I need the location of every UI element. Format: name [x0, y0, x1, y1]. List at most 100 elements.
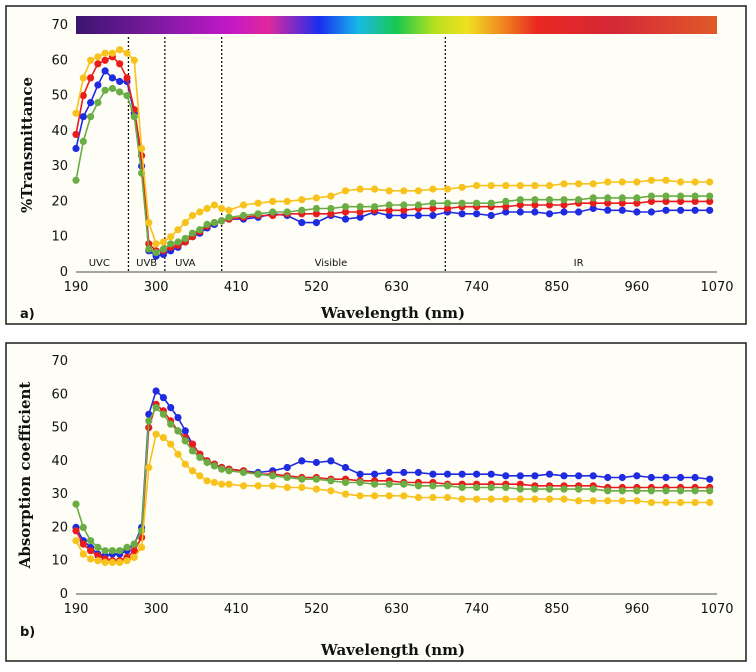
- data-point-orange: [298, 483, 306, 492]
- data-point-blue: [108, 74, 116, 82]
- x-tick-label: 190: [64, 602, 89, 617]
- data-point-green: [341, 203, 350, 211]
- data-point-green: [123, 543, 131, 552]
- data-point-orange: [502, 182, 510, 190]
- data-point-blue: [385, 468, 393, 477]
- data-point-green: [116, 547, 124, 555]
- data-point-orange: [575, 497, 583, 505]
- data-point-green: [677, 487, 685, 495]
- data-point-blue: [706, 206, 714, 214]
- x-axis-title-a: Wavelength (nm): [320, 304, 465, 322]
- data-point-blue: [327, 457, 335, 465]
- y-tick-label: 40: [51, 124, 68, 139]
- data-point-green: [210, 219, 218, 227]
- data-point-blue: [545, 210, 554, 218]
- data-point-green: [94, 543, 102, 552]
- data-point-red: [72, 130, 80, 138]
- data-point-orange: [174, 226, 182, 234]
- data-point-orange: [94, 53, 102, 61]
- data-point-blue: [604, 473, 612, 482]
- data-point-green: [385, 480, 393, 488]
- spectrum-bar: [76, 16, 717, 34]
- data-point-green: [677, 192, 685, 200]
- y-tick-label: 70: [51, 354, 68, 369]
- data-point-orange: [429, 185, 437, 193]
- data-point-green: [589, 194, 597, 202]
- data-point-green: [210, 462, 218, 470]
- data-point-red: [531, 201, 539, 209]
- data-point-green: [633, 487, 641, 495]
- data-point-green: [196, 226, 204, 234]
- data-point-orange: [458, 183, 466, 191]
- data-point-orange: [575, 180, 583, 188]
- data-point-red: [706, 197, 714, 205]
- data-point-red: [604, 199, 612, 207]
- data-point-orange: [218, 480, 226, 488]
- data-point-green: [94, 99, 102, 107]
- data-point-blue: [298, 457, 306, 465]
- data-point-green: [531, 485, 539, 493]
- data-point-orange: [400, 187, 408, 195]
- data-point-green: [108, 84, 116, 93]
- data-point-blue: [473, 470, 481, 478]
- data-point-red: [94, 552, 102, 560]
- data-point-red: [327, 210, 335, 218]
- data-point-green: [604, 487, 612, 495]
- data-point-green: [706, 487, 714, 495]
- data-point-green: [560, 485, 568, 493]
- x-tick-label: 740: [464, 602, 489, 617]
- data-point-orange: [662, 176, 670, 184]
- data-point-orange: [618, 497, 626, 505]
- data-point-green: [72, 176, 80, 184]
- data-point-orange: [341, 187, 350, 195]
- y-tick-label: 10: [51, 230, 68, 245]
- data-point-blue: [502, 208, 510, 216]
- data-point-green: [254, 210, 262, 218]
- y-tick-label: 70: [51, 18, 68, 33]
- x-tick-label: 960: [624, 280, 649, 295]
- data-point-orange: [516, 182, 524, 190]
- data-point-orange: [210, 478, 218, 487]
- data-point-orange: [239, 482, 248, 490]
- data-point-blue: [312, 458, 320, 467]
- panel-a-frame: [5, 5, 747, 325]
- data-point-red: [560, 201, 568, 209]
- data-point-green: [516, 196, 524, 204]
- data-point-orange: [269, 197, 277, 205]
- data-point-red: [188, 440, 197, 448]
- data-point-green: [167, 420, 175, 428]
- data-point-green: [218, 465, 226, 473]
- data-point-orange: [385, 492, 393, 500]
- data-point-orange: [385, 187, 393, 195]
- data-point-blue: [677, 473, 685, 482]
- x-tick-label: 300: [144, 602, 169, 617]
- data-point-green: [145, 417, 153, 425]
- region-label: Visible: [315, 258, 348, 269]
- data-point-orange: [531, 182, 539, 190]
- x-tick-label: 850: [544, 280, 569, 295]
- data-point-green: [575, 196, 583, 204]
- data-point-orange: [138, 144, 146, 153]
- x-tick-label: 850: [544, 602, 569, 617]
- data-point-green: [269, 472, 277, 480]
- data-point-green: [239, 468, 248, 477]
- data-point-orange: [152, 430, 160, 438]
- data-point-red: [385, 206, 393, 214]
- data-point-green: [174, 238, 182, 246]
- data-point-green: [152, 404, 160, 412]
- data-point-green: [458, 199, 466, 207]
- data-point-blue: [72, 144, 80, 153]
- data-point-blue: [691, 206, 699, 214]
- data-point-green: [502, 197, 510, 205]
- data-point-orange: [72, 537, 80, 545]
- data-point-green: [502, 483, 510, 492]
- data-point-green: [327, 477, 335, 485]
- data-point-red: [312, 210, 320, 218]
- data-point-green: [516, 485, 524, 493]
- data-point-red: [516, 201, 524, 209]
- data-point-orange: [647, 498, 656, 507]
- data-point-blue: [174, 414, 182, 422]
- data-point-green: [443, 482, 452, 490]
- data-point-red: [400, 206, 408, 214]
- data-point-blue: [604, 206, 612, 214]
